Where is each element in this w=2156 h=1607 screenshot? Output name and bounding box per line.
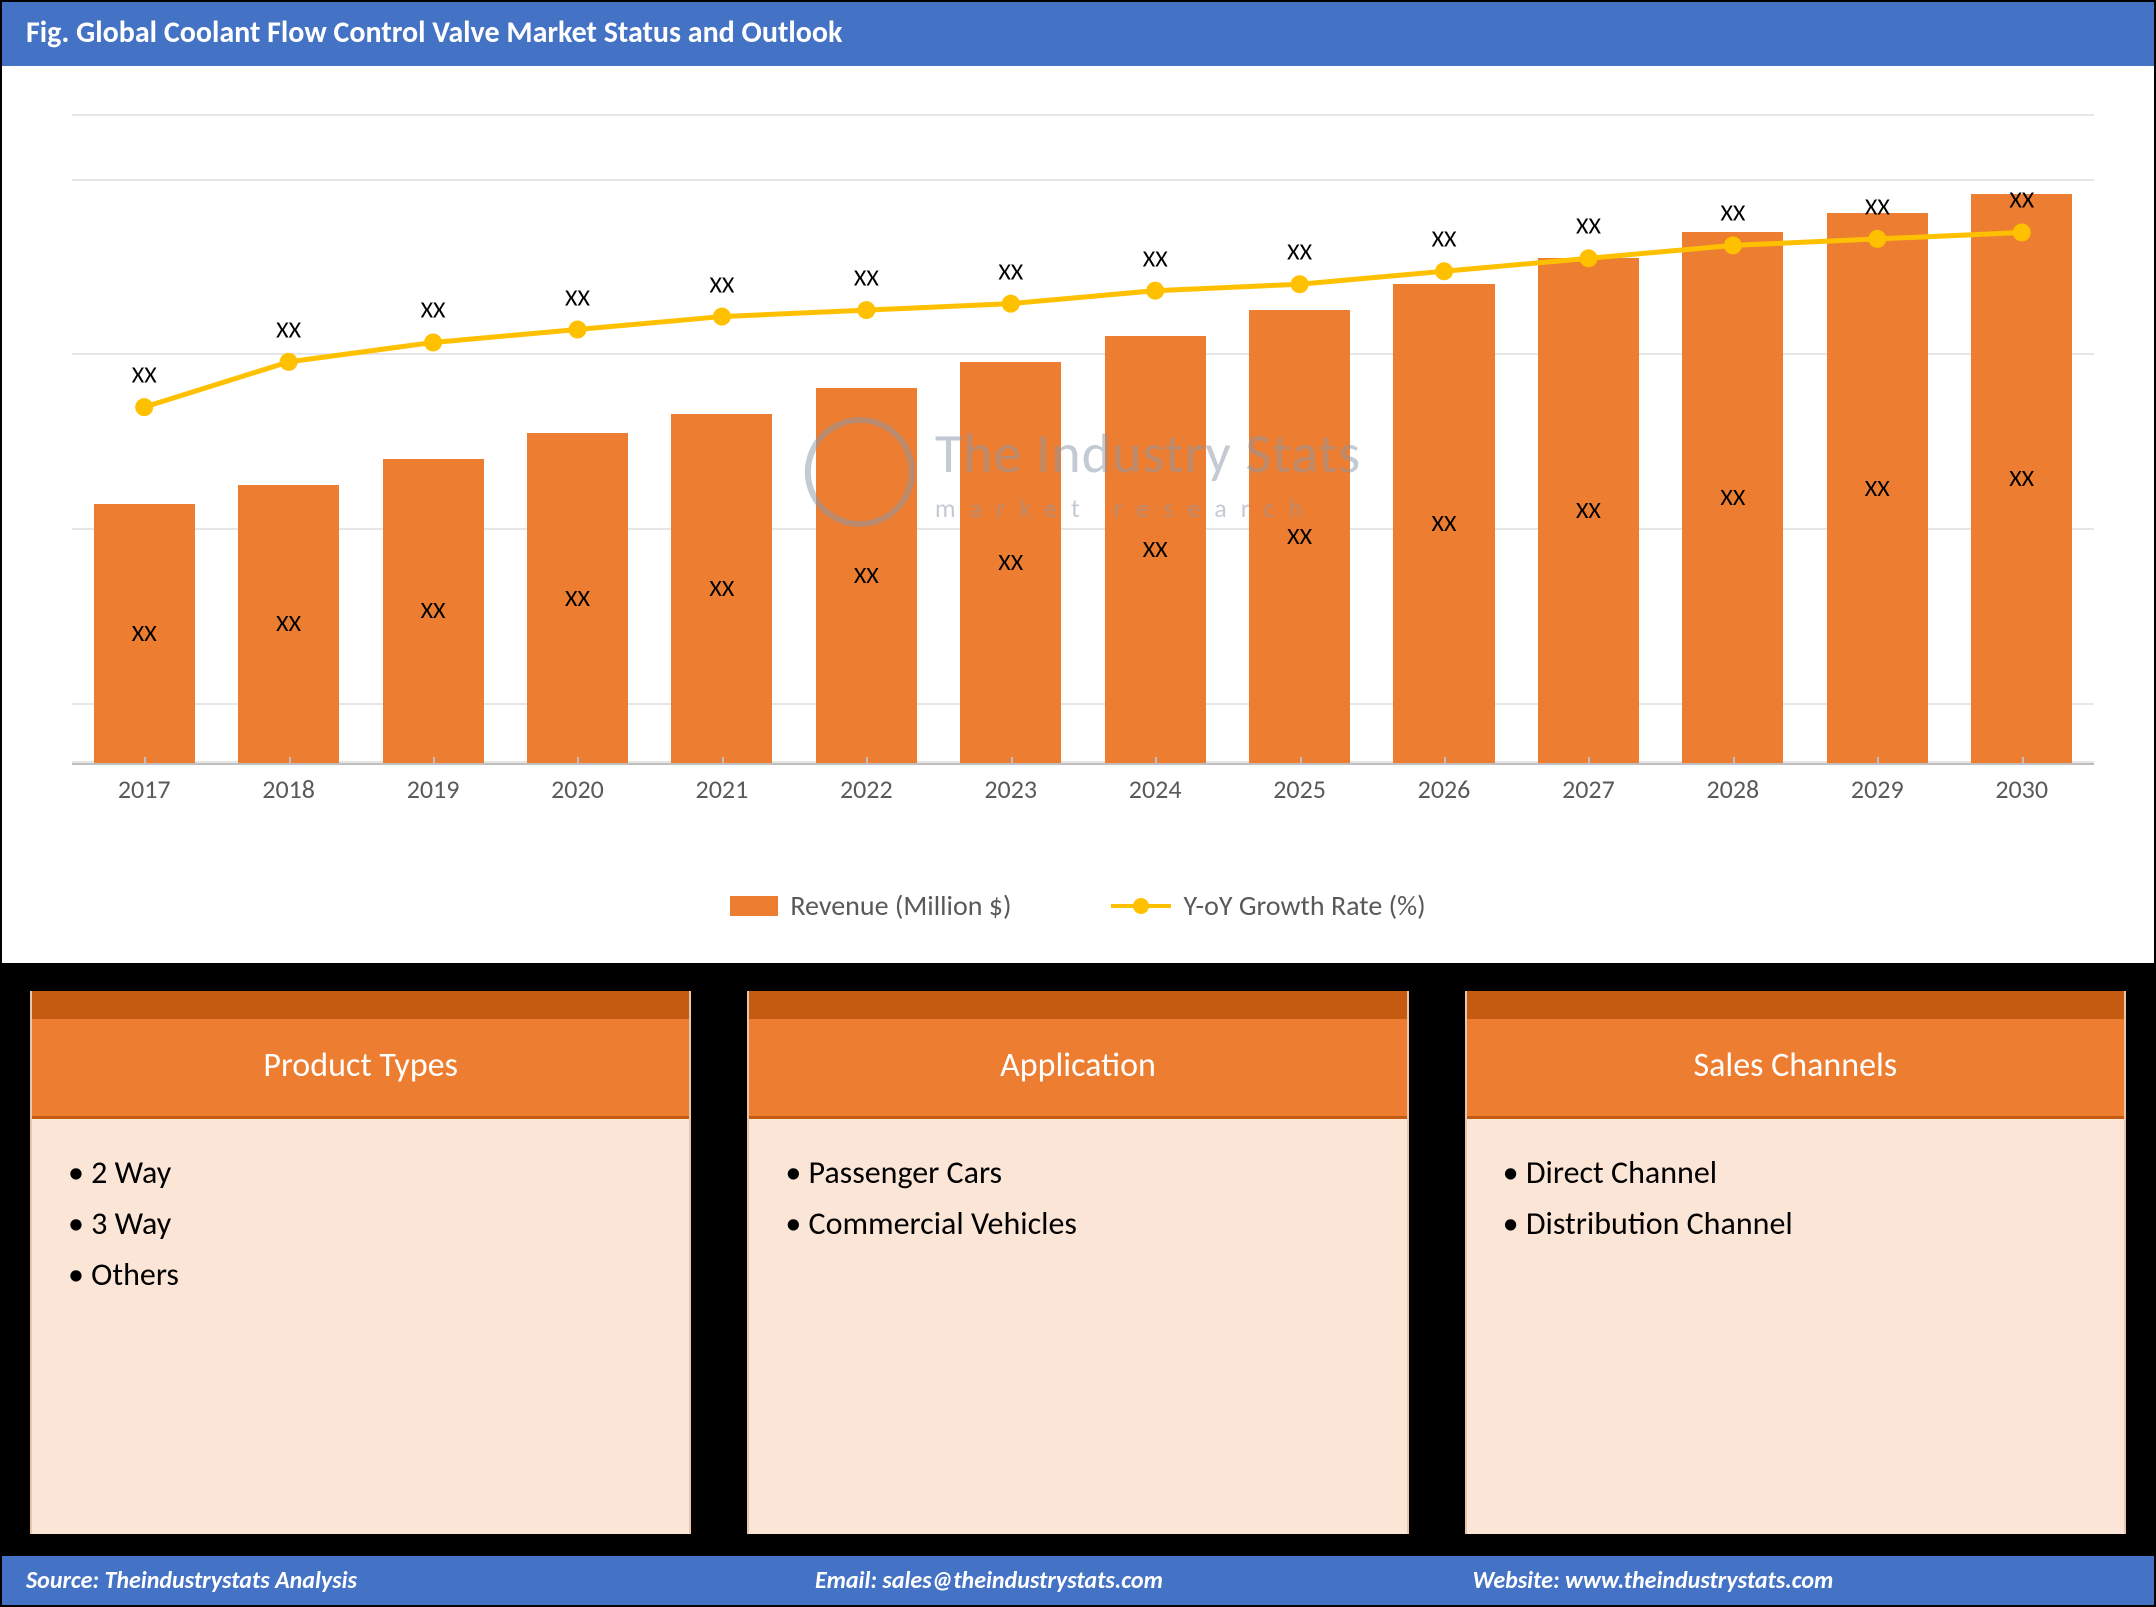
line-labels-layer: XX XX XX XX XX XX XX XX XX XX XX XX XX XX — [72, 116, 2094, 763]
card-title: Sales Channels — [1467, 1019, 2124, 1119]
line-point-label: XX — [2009, 186, 2034, 215]
list-item: 3 Way — [68, 1198, 653, 1249]
card-body: 2 Way3 WayOthers — [32, 1119, 689, 1329]
figure-title: Fig. Global Coolant Flow Control Valve M… — [26, 14, 842, 51]
list-item: Others — [68, 1249, 653, 1300]
line-point-label: XX — [709, 270, 734, 299]
chart-panel: XX XX XX XX XX XX XX XX XX XX XX XX XX XX XX XX XX XX XX X… — [2, 63, 2154, 963]
line-point-label: XX — [998, 257, 1023, 286]
list-item: Distribution Channel — [1503, 1198, 2088, 1249]
x-tick-label: 2018 — [216, 765, 360, 823]
line-point-label: XX — [421, 296, 446, 325]
card-body: Direct ChannelDistribution Channel — [1467, 1119, 2124, 1277]
footer-website: Website: www.theindustrystats.com — [1473, 1566, 2131, 1595]
footer-email: Email: sales@theindustrystats.com — [815, 1566, 1473, 1595]
line-point-label: XX — [276, 315, 301, 344]
plot-region: XX XX XX XX XX XX XX XX XX XX XX XX XX XX XX XX XX XX XX X… — [72, 116, 2094, 763]
x-tick-label: 2022 — [794, 765, 938, 823]
line-point-label: XX — [565, 283, 590, 312]
footer-source: Source: Theindustrystats Analysis — [26, 1566, 815, 1595]
x-tick-label: 2028 — [1661, 765, 1805, 823]
figure-title-bar: Fig. Global Coolant Flow Control Valve M… — [2, 2, 2154, 63]
x-tick-label: 2026 — [1372, 765, 1516, 823]
card-sales-channels: Sales Channels Direct ChannelDistributio… — [1465, 991, 2126, 1534]
card-head-accent — [1467, 991, 2124, 1019]
line-point-label: XX — [1720, 199, 1745, 228]
legend-bar-label: Revenue (Million $) — [790, 888, 1011, 923]
list-item: Passenger Cars — [785, 1147, 1370, 1198]
bar-swatch-icon — [730, 896, 778, 916]
line-point-label: XX — [1576, 212, 1601, 241]
line-swatch-icon — [1111, 904, 1171, 908]
line-point-label: XX — [854, 264, 879, 293]
card-body: Passenger CarsCommercial Vehicles — [749, 1119, 1406, 1277]
chart-area: XX XX XX XX XX XX XX XX XX XX XX XX XX XX XX XX XX XX XX X… — [72, 116, 2094, 823]
card-head-accent — [32, 991, 689, 1019]
legend-line-label: Y-oY Growth Rate (%) — [1183, 888, 1425, 923]
card-title: Product Types — [32, 1019, 689, 1119]
x-tick-label: 2020 — [505, 765, 649, 823]
card-product-types: Product Types 2 Way3 WayOthers — [30, 991, 691, 1534]
x-tick-label: 2029 — [1805, 765, 1949, 823]
chart-legend: Revenue (Million $) Y-oY Growth Rate (%) — [2, 888, 2154, 923]
line-point-label: XX — [1287, 238, 1312, 267]
cards-row: Product Types 2 Way3 WayOthers Applicati… — [2, 963, 2154, 1554]
list-item: Direct Channel — [1503, 1147, 2088, 1198]
line-point-label: XX — [1432, 225, 1457, 254]
legend-item-revenue: Revenue (Million $) — [730, 888, 1011, 923]
x-tick-label: 2019 — [361, 765, 505, 823]
x-tick-label: 2021 — [650, 765, 794, 823]
legend-item-growth: Y-oY Growth Rate (%) — [1111, 888, 1425, 923]
card-title: Application — [749, 1019, 1406, 1119]
list-item: Commercial Vehicles — [785, 1198, 1370, 1249]
page-root: Fig. Global Coolant Flow Control Valve M… — [0, 0, 2156, 1607]
footer-bar: Source: Theindustrystats Analysis Email:… — [2, 1554, 2154, 1605]
x-tick-label: 2027 — [1516, 765, 1660, 823]
x-tick-label: 2030 — [1949, 765, 2093, 823]
card-application: Application Passenger CarsCommercial Veh… — [747, 991, 1408, 1534]
card-head-accent — [749, 991, 1406, 1019]
line-point-label: XX — [132, 361, 157, 390]
list-item: 2 Way — [68, 1147, 653, 1198]
x-tick-label: 2017 — [72, 765, 216, 823]
x-axis: 2017201820192020202120222023202420252026… — [72, 763, 2094, 823]
x-tick-label: 2023 — [939, 765, 1083, 823]
x-tick-label: 2024 — [1083, 765, 1227, 823]
x-tick-label: 2025 — [1227, 765, 1371, 823]
line-point-label: XX — [1865, 193, 1890, 222]
line-point-label: XX — [1143, 244, 1168, 273]
